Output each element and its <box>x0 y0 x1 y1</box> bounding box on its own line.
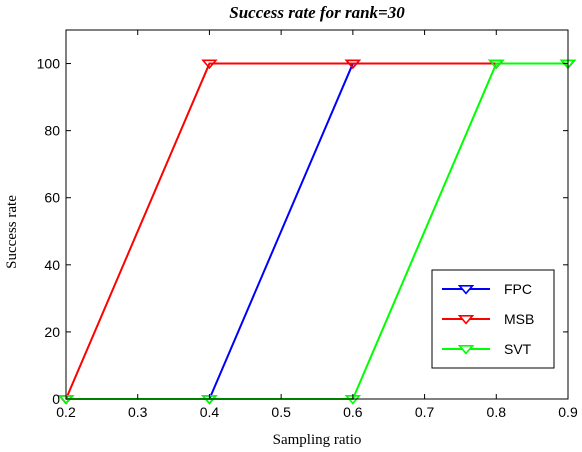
legend-marker-svt <box>457 344 475 355</box>
plot-frame <box>65 29 569 400</box>
x-tick-label: 0.6 <box>343 404 363 420</box>
y-tick-label: 20 <box>44 324 60 340</box>
x-tick-label: 0.5 <box>271 404 291 420</box>
y-tick-label: 0 <box>52 391 60 407</box>
legend-label-msb: MSB <box>504 311 534 327</box>
data-point-msb <box>344 59 362 70</box>
legend: FPC MSB SVT <box>431 269 555 369</box>
x-tick-label: 0.4 <box>200 404 220 420</box>
data-point-svt <box>488 59 505 70</box>
x-tick-label: 0.9 <box>558 404 578 420</box>
legend-label-fpc: FPC <box>504 281 532 297</box>
x-tick-label: 0.8 <box>487 404 507 420</box>
data-point-msb <box>201 59 218 70</box>
legend-marker-fpc <box>457 284 475 295</box>
y-axis-label: Success rate <box>4 195 20 269</box>
legend-label-svt: SVT <box>504 341 532 357</box>
legend-marker-msb <box>457 314 475 325</box>
x-tick-label: 0.3 <box>128 404 148 420</box>
y-tick-label: 80 <box>44 123 60 139</box>
x-tick-label: 0.2 <box>56 404 76 420</box>
y-tick-label: 40 <box>44 257 60 273</box>
y-tick-label: 60 <box>44 190 60 206</box>
x-axis-label: Sampling ratio <box>273 432 362 448</box>
y-tick-label: 100 <box>37 56 61 72</box>
chart-title: Success rate for rank=30 <box>229 3 405 22</box>
x-tick-label: 0.7 <box>415 404 435 420</box>
